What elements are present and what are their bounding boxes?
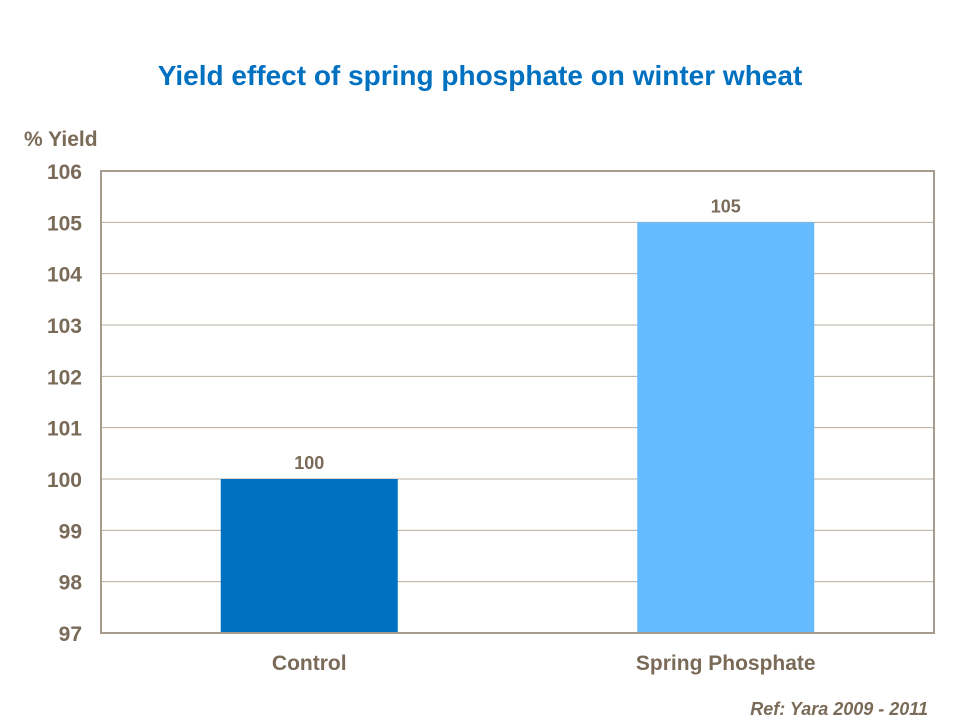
data-label: 100	[294, 453, 324, 473]
y-tick-label: 105	[47, 212, 82, 235]
reference-note: Ref: Yara 2009 - 2011	[750, 699, 928, 719]
data-label: 105	[711, 196, 741, 216]
y-tick-label: 97	[59, 623, 82, 646]
y-tick-label: 98	[59, 572, 83, 595]
y-tick-label: 106	[47, 161, 82, 184]
bar	[637, 222, 815, 634]
y-tick-label: 102	[47, 366, 82, 389]
bar	[220, 479, 398, 633]
y-tick-label: 103	[47, 315, 82, 338]
y-axis-label: % Yield	[24, 128, 98, 151]
y-tick-label: 101	[47, 418, 82, 441]
chart-title: Yield effect of spring phosphate on wint…	[157, 60, 803, 91]
y-tick-label: 99	[59, 520, 82, 543]
y-tick-label: 104	[47, 264, 82, 287]
y-tick-label: 100	[47, 469, 82, 492]
plot-frame	[100, 170, 935, 634]
x-tick-label: Spring Phosphate	[636, 652, 816, 675]
x-tick-label: Control	[272, 652, 347, 675]
